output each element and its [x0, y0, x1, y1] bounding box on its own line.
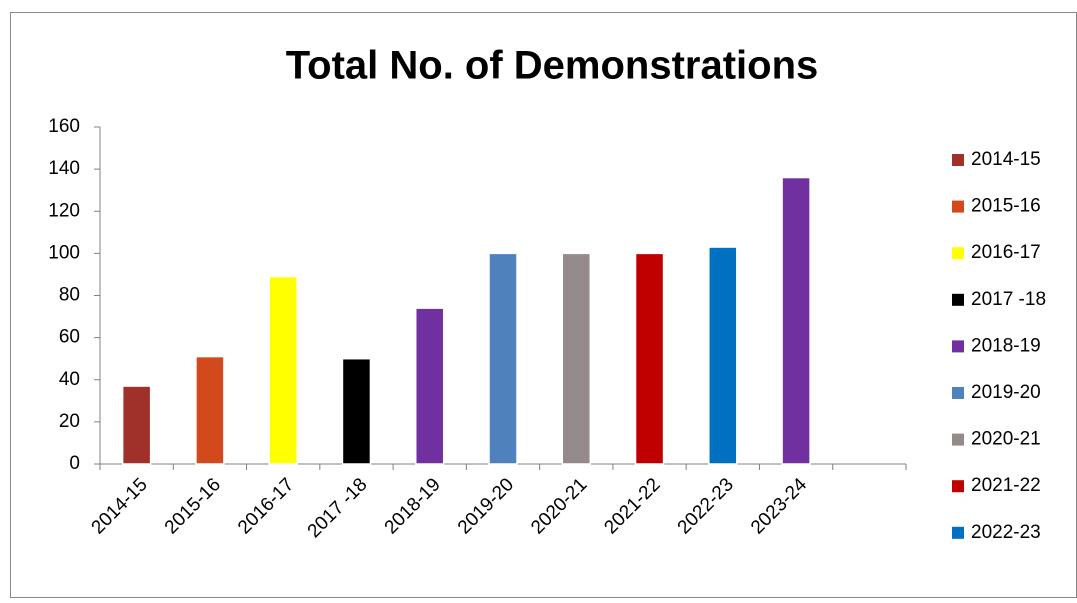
legend-label: 2021-22	[971, 475, 1041, 496]
legend-swatch	[952, 154, 964, 166]
legend-swatch	[952, 247, 964, 260]
bar	[708, 246, 738, 465]
chart-title: Total No. of Demonstrations	[286, 44, 819, 88]
chart-frame	[10, 12, 1077, 598]
legend-swatch	[952, 387, 964, 399]
legend-label: 2015-16	[971, 196, 1041, 217]
y-tick-label: 120	[48, 200, 80, 221]
y-tick-label: 40	[59, 369, 80, 390]
y-tick-label: 80	[59, 285, 80, 306]
bar	[121, 385, 152, 465]
y-tick-label: 20	[59, 411, 80, 432]
legend-label: 2016-17	[971, 242, 1041, 263]
legend-swatch	[952, 526, 964, 539]
legend-label: 2020-21	[971, 429, 1041, 450]
legend-label: 2018-19	[971, 335, 1041, 356]
bar	[341, 357, 372, 465]
bar	[268, 275, 298, 465]
bar	[488, 252, 518, 465]
legend-swatch	[952, 200, 964, 213]
bar	[781, 176, 811, 465]
bar	[414, 307, 445, 465]
legend-swatch	[952, 340, 964, 353]
y-tick-label: 160	[48, 116, 80, 137]
y-tick-label: 60	[59, 327, 80, 348]
bar	[195, 355, 225, 465]
legend-swatch	[952, 433, 964, 446]
y-tick-label: 0	[69, 453, 80, 474]
legend-label: 2022-23	[971, 522, 1041, 543]
legend-swatch	[952, 293, 964, 306]
bar	[561, 252, 592, 465]
y-tick-label: 140	[48, 158, 80, 179]
legend-label: 2014-15	[971, 149, 1041, 170]
legend-label: 2017 -18	[971, 289, 1046, 310]
legend-swatch	[952, 480, 964, 493]
legend-label: 2019-20	[971, 382, 1041, 403]
bar	[634, 252, 665, 465]
y-tick-label: 100	[48, 242, 80, 263]
